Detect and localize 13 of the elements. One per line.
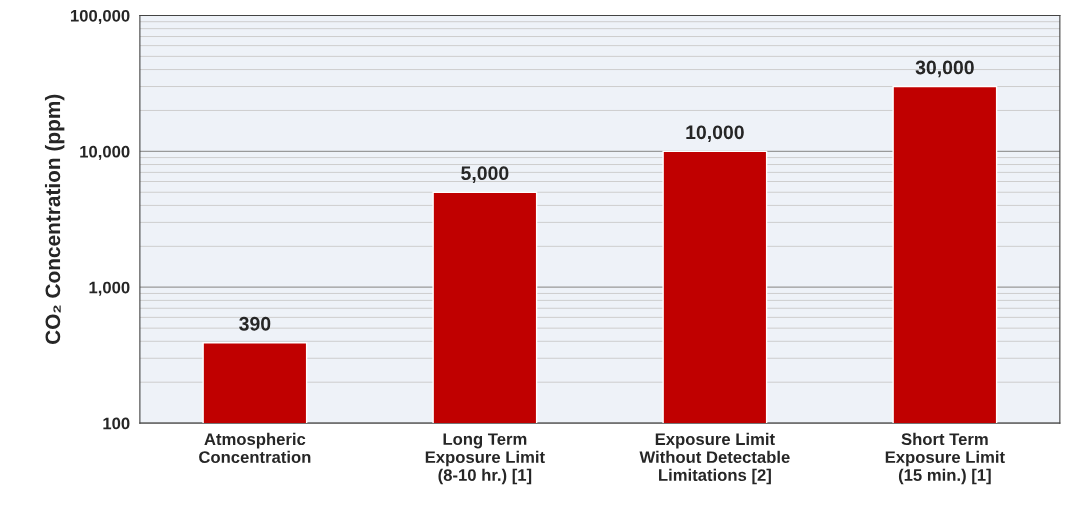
data-label: 390: [239, 316, 271, 331]
y-axis-title: CO₂ Concentration (ppm): [44, 94, 65, 345]
y-tick-label: 10,000: [80, 145, 130, 160]
x-tick-label: Exposure Limit Without Detectable Limitations [2]: [639, 432, 790, 485]
y-tick-label: 100,000: [70, 9, 130, 25]
x-tick-label: Atmospheric Concentration: [199, 432, 311, 464]
y-tick-label: 1,000: [89, 281, 130, 296]
y-tick-label: 100: [103, 417, 130, 430]
data-label: 5,000: [461, 166, 509, 183]
x-tick-label: Long Term Exposure Limit (8-10 hr.) [1]: [425, 433, 545, 485]
x-tick-label: Short Term Exposure Limit (15 min.) [1]: [885, 432, 1005, 485]
data-label: 30,000: [915, 60, 974, 78]
data-label: 10,000: [686, 125, 744, 142]
